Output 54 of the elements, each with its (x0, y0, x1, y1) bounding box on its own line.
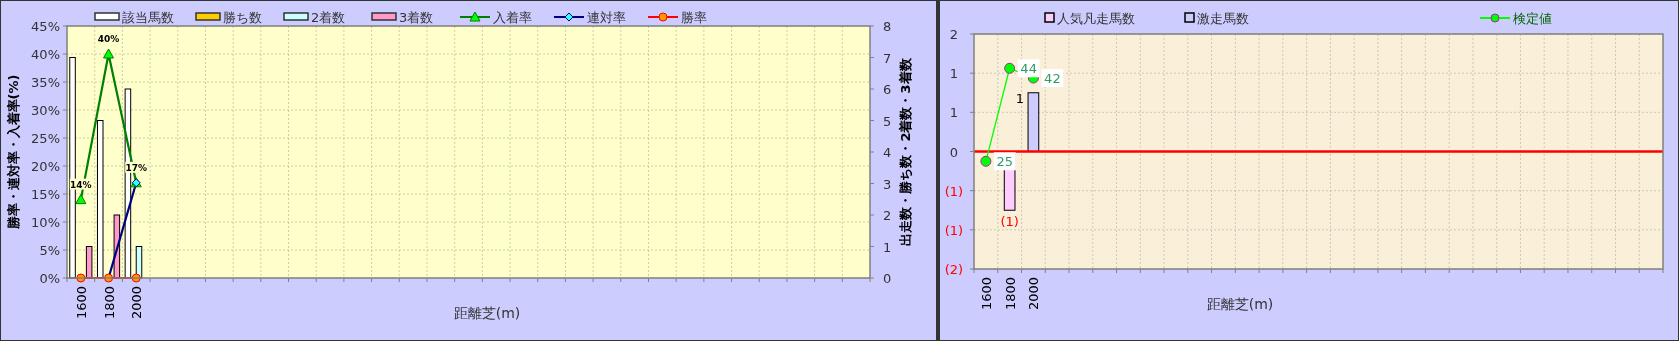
y2-tick-label: 4 (883, 145, 892, 160)
data-label: (1) (1000, 214, 1019, 230)
legend-label: 2着数 (311, 10, 346, 25)
y-axis-title: 勝率・連対率・入着率(%) (6, 74, 21, 231)
legend-label: 勝率 (681, 10, 707, 25)
y-tick-label: 25% (31, 131, 60, 146)
data-label: 44 (1020, 61, 1037, 77)
legend-label: 激走馬数 (1197, 11, 1249, 26)
y-tick-label: 20% (31, 159, 60, 174)
y-tick-label: 1 (949, 66, 959, 82)
data-label: 42 (1044, 71, 1061, 87)
y-tick-label: 40% (31, 47, 60, 62)
y2-tick-label: 2 (883, 208, 892, 223)
x-axis-title: 距離芝(m) (453, 305, 521, 321)
x-tick-label: 1600 (73, 286, 89, 320)
data-label: 1 (1015, 90, 1025, 106)
x-tick-label: 2000 (1026, 277, 1042, 311)
legend-label: 該当馬数 (122, 10, 174, 25)
y2-tick-label: 0 (883, 271, 892, 286)
y-tick-label: 15% (31, 187, 60, 202)
y-tick-label: 2 (949, 27, 959, 42)
legend-label: 連対率 (587, 10, 626, 25)
y-tick-label: (1) (944, 183, 964, 199)
y2-axis-title: 出走数・勝ち数・2着数・3着数 (898, 57, 913, 246)
x-tick-label: 1600 (978, 277, 994, 311)
y2-tick-label: 8 (883, 19, 892, 34)
y-tick-label: 35% (31, 75, 60, 90)
y2-tick-label: 7 (883, 50, 892, 66)
data-label: 40% (97, 34, 120, 44)
y-tick-label: (1) (944, 222, 964, 238)
x-tick-label: 1800 (1002, 277, 1018, 311)
y2-tick-label: 1 (883, 239, 892, 255)
x-axis-title: 距離芝(m) (1206, 296, 1274, 312)
y2-tick-label: 5 (883, 113, 892, 129)
y-tick-label: (2) (944, 262, 964, 277)
y-tick-label: 0% (39, 271, 60, 286)
y-tick-label: 5% (39, 243, 60, 258)
legend-label: 検定値 (1513, 11, 1552, 26)
y-tick-label: 0 (949, 144, 959, 160)
legend-label: 3着数 (399, 10, 434, 25)
y-tick-label: 45% (31, 19, 60, 34)
data-label: 14% (70, 179, 92, 190)
data-label: 25 (996, 154, 1014, 170)
legend-label: 入着率 (493, 10, 532, 25)
y-tick-label: 1 (949, 105, 959, 121)
data-label: 17% (125, 162, 147, 173)
legend-label: 人気凡走馬数 (1057, 11, 1135, 26)
y2-tick-label: 3 (883, 176, 892, 192)
y-tick-label: 30% (31, 103, 60, 118)
y2-tick-label: 6 (883, 82, 892, 97)
legend-label: 勝ち数 (223, 10, 262, 25)
x-tick-label: 2000 (129, 286, 145, 320)
x-tick-label: 1800 (101, 286, 117, 320)
y-tick-label: 10% (31, 215, 60, 230)
